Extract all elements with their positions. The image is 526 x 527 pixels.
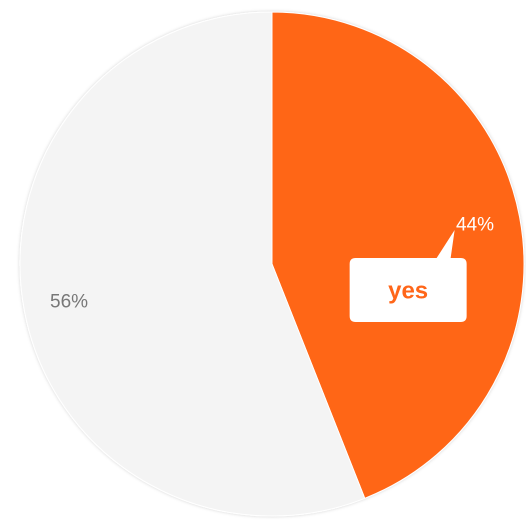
pie [19,11,525,517]
slice-label: 44% [456,214,494,235]
slice-label: 56% [50,292,88,313]
category-label: yes [388,277,428,304]
callout-bubble [349,230,467,323]
pie-slice [19,11,366,517]
pie-slice [271,11,525,499]
